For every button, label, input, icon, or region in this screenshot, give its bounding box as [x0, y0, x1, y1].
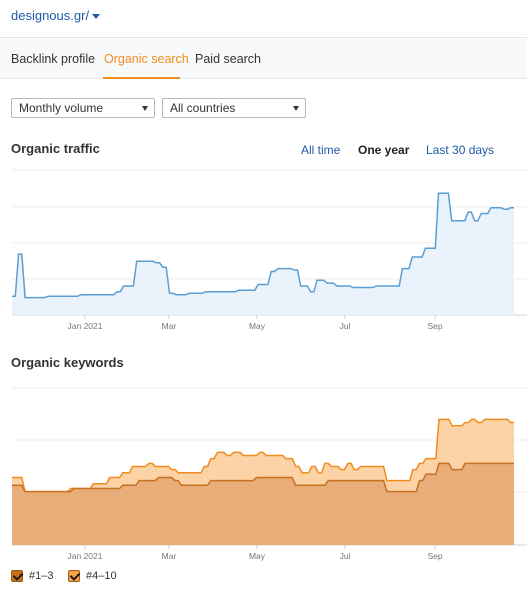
traffic-area-fill: [12, 193, 514, 315]
chevron-down-icon: [142, 106, 148, 111]
range-all-time[interactable]: All time: [301, 143, 341, 157]
organic-traffic-title: Organic traffic: [11, 141, 100, 156]
keywords-tick-label: May: [249, 551, 266, 561]
tab-organic-search[interactable]: Organic search: [104, 52, 189, 66]
chevron-down-icon: [293, 106, 299, 111]
chevron-down-icon: [92, 14, 101, 19]
traffic-tick-label: May: [249, 321, 266, 331]
organic-keywords-title: Organic keywords: [11, 355, 124, 370]
top-bar: designous.gr/: [0, 0, 527, 38]
active-tab-indicator: [103, 77, 180, 79]
traffic-tick-label: Mar: [162, 321, 177, 331]
checkbox-checked-icon[interactable]: [68, 570, 80, 582]
legend-label-4-10: #4–10: [86, 570, 117, 582]
country-select[interactable]: All countries: [162, 98, 306, 118]
site-name: designous.gr/: [11, 8, 90, 23]
volume-select-value: Monthly volume: [19, 101, 104, 115]
volume-select[interactable]: Monthly volume: [11, 98, 155, 118]
keywords-tick-label: Jul: [340, 551, 351, 561]
traffic-tick-label: Sep: [427, 321, 442, 331]
range-one-year[interactable]: One year: [358, 143, 410, 157]
traffic-tick-label: Jul: [340, 321, 351, 331]
range-last-30-days[interactable]: Last 30 days: [426, 143, 495, 157]
legend-item-4-10[interactable]: #4–10: [68, 570, 117, 582]
keywords-tick-label: Sep: [427, 551, 442, 561]
section-tabs: Backlink profile Organic search Paid sea…: [0, 39, 527, 79]
traffic-tick-label: Jan 2021: [68, 321, 103, 331]
legend-label-top3: #1–3: [29, 570, 54, 582]
organic-keywords-chart: Jan 2021 Mar May Jul Sep: [12, 387, 527, 561]
country-select-value: All countries: [170, 101, 236, 115]
keywords-line-top3: [12, 462, 514, 493]
keywords-line-4-10: [12, 418, 514, 493]
keywords-tick-label: Jan 2021: [68, 551, 103, 561]
tab-paid-search[interactable]: Paid search: [195, 52, 262, 66]
organic-traffic-chart: Jan 2021 Mar May Jul Sep: [12, 169, 527, 331]
tab-backlink-profile[interactable]: Backlink profile: [11, 52, 96, 66]
site-selector[interactable]: designous.gr/: [11, 8, 101, 23]
traffic-series-line: [12, 192, 514, 299]
legend-item-top3[interactable]: #1–3: [11, 570, 53, 582]
keywords-tick-label: Mar: [162, 551, 177, 561]
checkbox-checked-icon[interactable]: [11, 570, 23, 582]
